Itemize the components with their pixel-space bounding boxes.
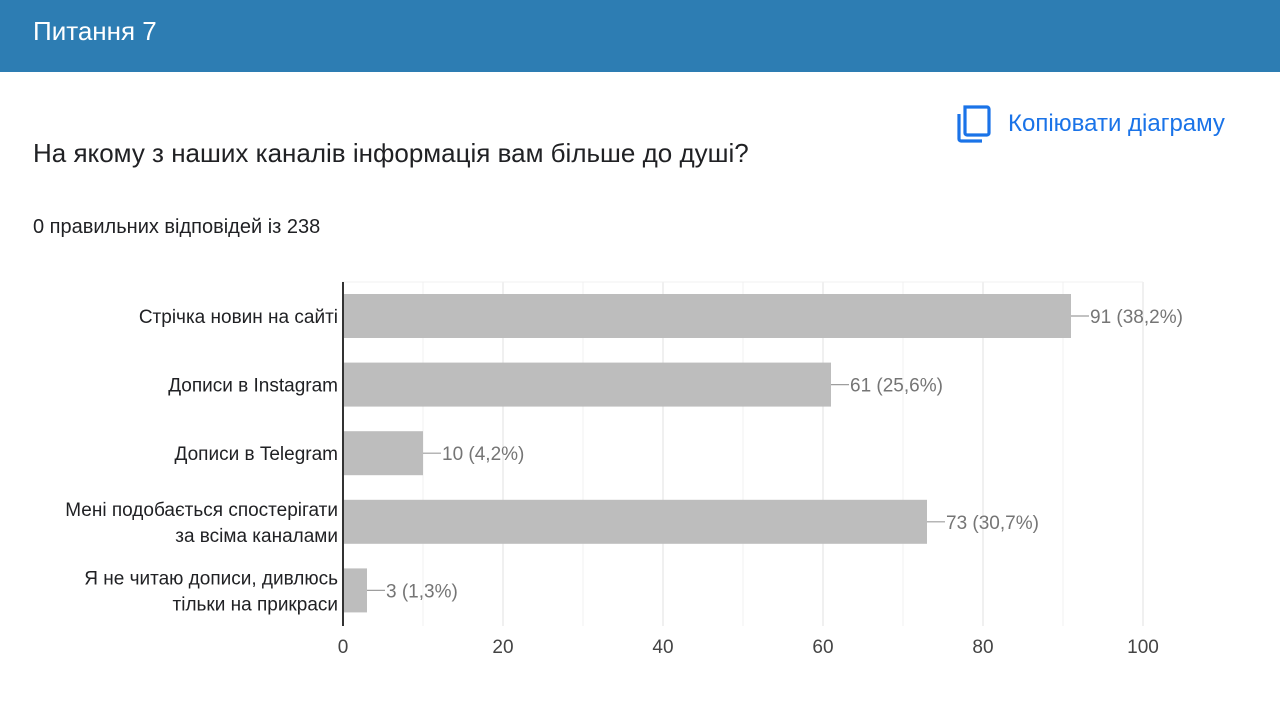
x-tick-label: 0 [338, 637, 349, 658]
data-label: 10 (4,2%) [442, 444, 524, 465]
question-number-title: Питання 7 [33, 16, 157, 46]
data-label: 73 (30,7%) [946, 513, 1039, 534]
x-tick-label: 100 [1127, 637, 1159, 658]
bar [343, 294, 1071, 338]
category-label: Мені подобається спостерігати [65, 500, 338, 521]
x-tick-label: 40 [652, 637, 673, 658]
data-label: 91 (38,2%) [1090, 307, 1183, 328]
copy-icon [957, 105, 991, 143]
score-summary: 0 правильних відповідей із 238 [33, 216, 321, 238]
category-label: Я не читаю дописи, дивлюсь [84, 568, 338, 589]
bar [343, 499, 927, 544]
bar [343, 431, 423, 476]
copy-chart-label: Копіювати діаграму [1008, 110, 1225, 137]
category-label: за всіма каналами [175, 526, 338, 547]
data-label: 3 (1,3%) [386, 581, 458, 602]
question-text: На якому з наших каналів інформація вам … [33, 138, 749, 168]
header-bar: Питання 7 [0, 0, 1280, 72]
category-label: Дописи в Instagram [168, 376, 338, 397]
category-label: тільки на прикраси [173, 594, 338, 615]
category-label: Стрічка новин на сайті [139, 307, 338, 328]
bar [343, 362, 831, 407]
category-label: Дописи в Telegram [175, 444, 338, 465]
bar [343, 568, 367, 613]
bar-chart: 91 (38,2%) Стрічка новин на сайті 61 (25,6… [65, 281, 1183, 658]
x-tick-label: 20 [492, 637, 513, 658]
x-tick-label: 80 [972, 637, 993, 658]
x-tick-label: 60 [812, 637, 833, 658]
data-label: 61 (25,6%) [850, 376, 943, 397]
copy-chart-button[interactable]: Копіювати діаграму [956, 104, 1225, 144]
